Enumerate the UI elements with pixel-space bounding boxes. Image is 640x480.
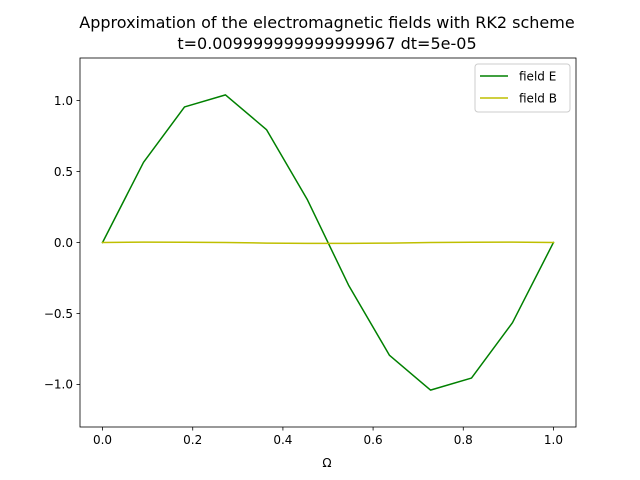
y-tick-label: 0.5	[54, 165, 73, 179]
x-tick-label: 0.0	[93, 433, 112, 447]
x-tick-label: 0.4	[273, 433, 292, 447]
legend: field E field B	[474, 63, 571, 113]
x-tick-label: 0.6	[364, 433, 383, 447]
y-tick-label: 1.0	[54, 94, 73, 108]
chart-title: Approximation of the electromagnetic fie…	[79, 13, 574, 32]
legend-label-field-b: field B	[519, 91, 557, 105]
y-tick-label: −1.0	[44, 378, 73, 392]
series-line-field-b	[101, 241, 555, 245]
x-tick-label: 0.2	[183, 433, 202, 447]
y-tick-label: 0.0	[54, 236, 73, 250]
plot-area: 0.0 0.2 0.4 0.6 0.8 1.0 1.0 0.5 0.0 −0.5 −1.0	[44, 57, 577, 447]
x-tick-label: 0.8	[454, 433, 473, 447]
series-line-field-e	[101, 94, 555, 391]
x-tick-label: 1.0	[544, 433, 563, 447]
x-axis-label: Ω	[322, 456, 331, 470]
chart-subtitle: t=0.009999999999999967 dt=5e-05	[177, 34, 476, 53]
legend-label-field-e: field E	[519, 69, 556, 83]
y-tick-label: −0.5	[44, 307, 73, 321]
